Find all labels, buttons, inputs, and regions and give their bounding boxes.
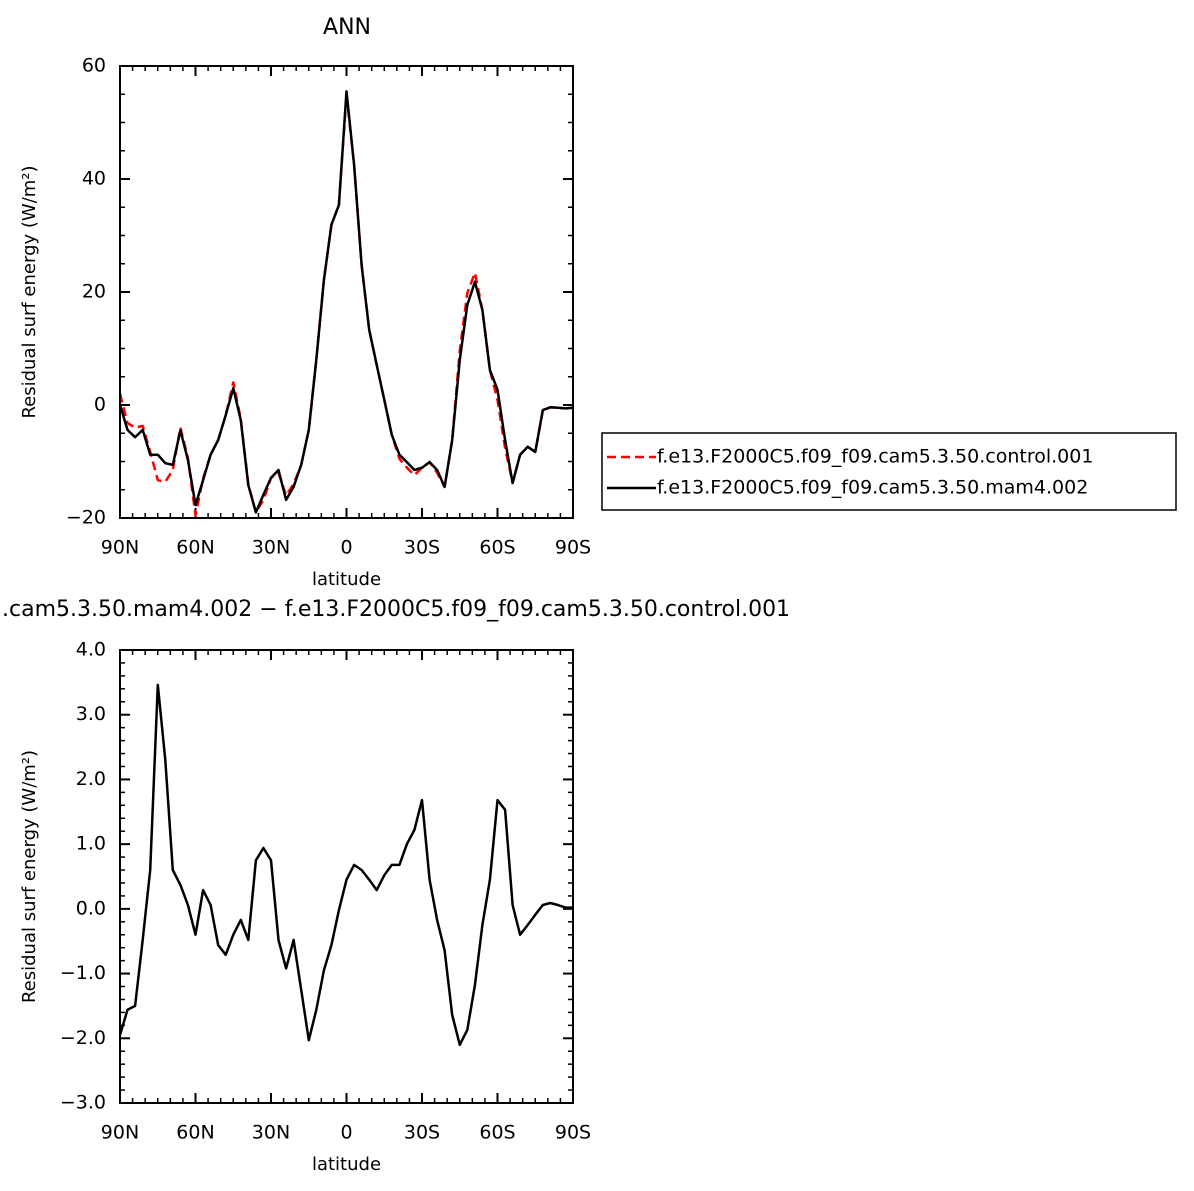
x-tick-label: 30N bbox=[252, 1122, 290, 1144]
x-tick-label: 30S bbox=[404, 1122, 440, 1144]
x-axis-label: latitude bbox=[312, 1154, 381, 1175]
legend-label: f.e13.F2000C5.f09_f09.cam5.3.50.mam4.002 bbox=[657, 477, 1088, 499]
y-axis-label: Residual surf energy (W/m²) bbox=[19, 750, 40, 1003]
y-tick-label: 2.0 bbox=[76, 768, 106, 790]
x-tick-label: 60N bbox=[176, 537, 214, 559]
y-tick-label: −1.0 bbox=[60, 962, 106, 984]
legend-label: f.e13.F2000C5.f09_f09.cam5.3.50.control.… bbox=[657, 446, 1093, 468]
plot-frame bbox=[119, 65, 574, 519]
y-tick-label: −2.0 bbox=[60, 1027, 106, 1049]
legend-box bbox=[601, 432, 1177, 511]
y-tick-label: 40 bbox=[82, 168, 106, 190]
y-tick-label: −20 bbox=[66, 507, 106, 529]
series-line bbox=[118, 90, 574, 514]
y-tick-label: 0 bbox=[94, 394, 106, 416]
chart-title: ANN bbox=[323, 15, 371, 40]
x-tick-label: 30N bbox=[252, 537, 290, 559]
chart-title: .cam5.3.50.mam4.002 − f.e13.F2000C5.f09_… bbox=[2, 597, 790, 622]
series-line bbox=[118, 93, 574, 517]
y-axis-label: Residual surf energy (W/m²) bbox=[19, 165, 40, 418]
y-tick-label: 20 bbox=[82, 281, 106, 303]
y-tick-label: 3.0 bbox=[76, 703, 106, 725]
x-tick-label: 60N bbox=[176, 1122, 214, 1144]
x-tick-label: 0 bbox=[340, 1122, 352, 1144]
series-line bbox=[118, 683, 573, 1047]
x-tick-label: 90S bbox=[555, 1122, 591, 1144]
y-tick-label: 60 bbox=[82, 55, 106, 77]
x-axis-label: latitude bbox=[312, 569, 381, 590]
x-tick-label: 60S bbox=[479, 1122, 515, 1144]
x-tick-label: 0 bbox=[340, 537, 352, 559]
plot-frame bbox=[119, 649, 574, 1104]
x-tick-label: 90N bbox=[101, 1122, 139, 1144]
x-tick-label: 60S bbox=[479, 537, 515, 559]
y-tick-label: 1.0 bbox=[76, 833, 106, 855]
x-tick-label: 90N bbox=[101, 537, 139, 559]
x-tick-label: 30S bbox=[404, 537, 440, 559]
y-tick-label: 0.0 bbox=[76, 897, 106, 919]
y-tick-label: 4.0 bbox=[76, 639, 106, 661]
y-tick-label: −3.0 bbox=[60, 1092, 106, 1114]
x-tick-label: 90S bbox=[555, 537, 591, 559]
